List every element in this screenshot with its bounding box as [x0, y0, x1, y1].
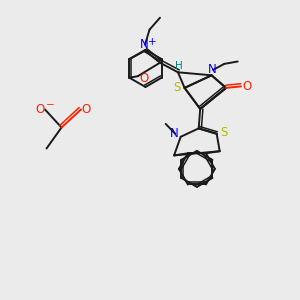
- Text: H: H: [175, 61, 182, 71]
- Text: O: O: [140, 72, 149, 85]
- Text: −: −: [46, 100, 55, 110]
- Text: S: S: [174, 81, 181, 94]
- Text: N: N: [140, 38, 149, 51]
- Text: N: N: [208, 63, 217, 76]
- Text: O: O: [82, 103, 91, 116]
- Text: N: N: [170, 127, 178, 140]
- Text: S: S: [220, 126, 228, 139]
- Text: O: O: [242, 80, 252, 93]
- Text: +: +: [148, 37, 157, 47]
- Text: O: O: [35, 103, 44, 116]
